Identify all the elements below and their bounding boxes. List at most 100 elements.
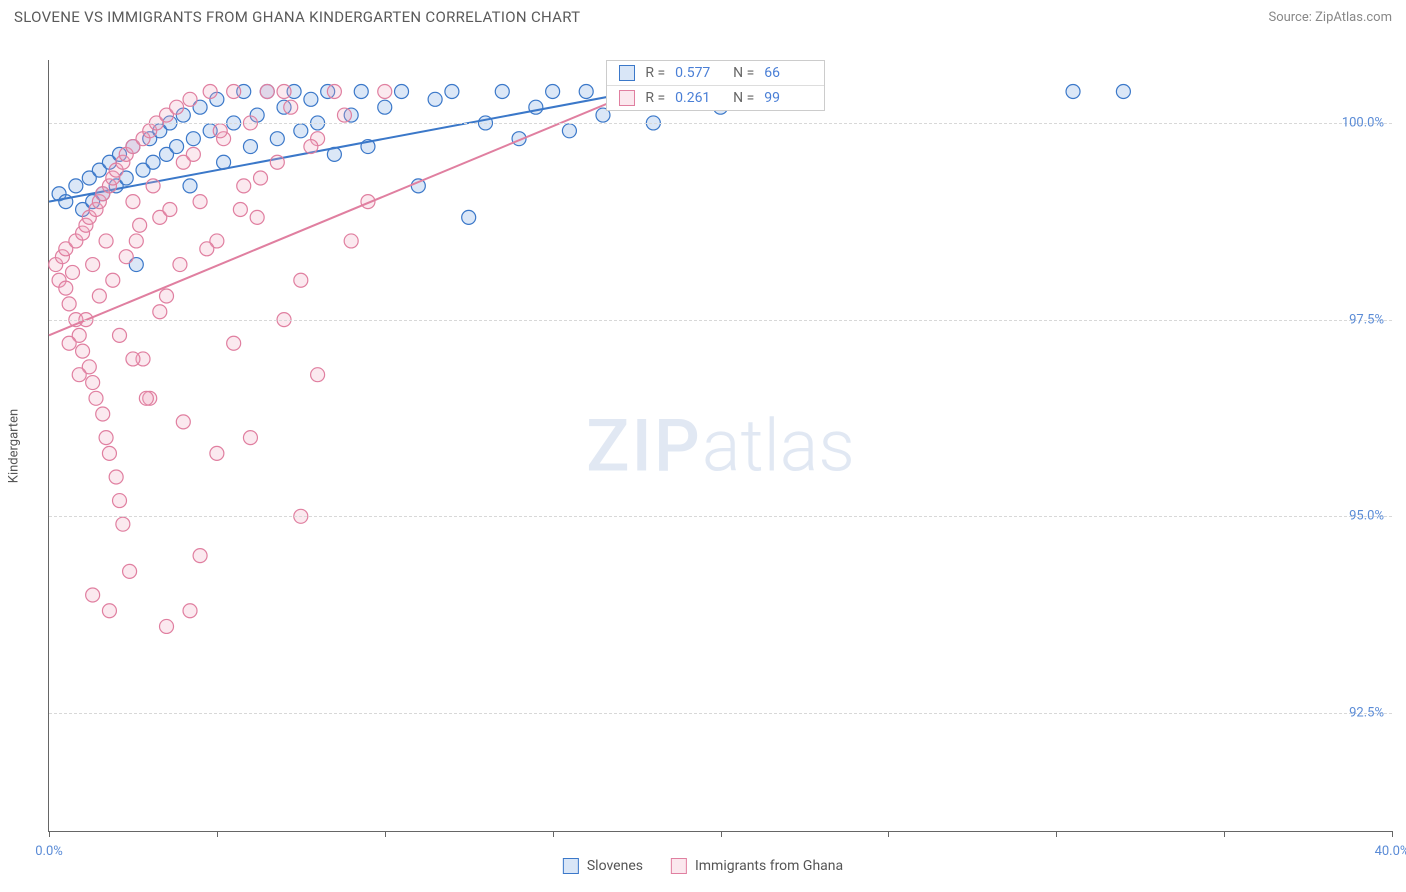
scatter-point — [126, 195, 140, 209]
chart-plot-area: ZIPatlas R =0.577N =66R =0.261N =99 92.5… — [48, 60, 1392, 832]
scatter-point — [193, 549, 207, 563]
scatter-point — [62, 297, 76, 311]
scatter-point — [99, 431, 113, 445]
scatter-point — [200, 242, 214, 256]
scatter-point — [186, 147, 200, 161]
scatter-point — [1066, 84, 1080, 98]
scatter-point — [72, 368, 86, 382]
scatter-point — [129, 234, 143, 248]
scatter-point — [123, 564, 137, 578]
scatter-point — [378, 100, 392, 114]
scatter-point — [378, 84, 392, 98]
scatter-point — [254, 171, 268, 185]
scatter-point — [203, 84, 217, 98]
series-swatch — [619, 65, 635, 81]
scatter-point — [99, 234, 113, 248]
scatter-point — [139, 391, 153, 405]
n-value: 66 — [764, 65, 812, 81]
chart-title: SLOVENE VS IMMIGRANTS FROM GHANA KINDERG… — [14, 8, 580, 26]
y-tick-label: 92.5% — [1349, 705, 1384, 720]
scatter-point — [294, 273, 308, 287]
scatter-point — [116, 517, 130, 531]
r-value: 0.261 — [675, 90, 723, 106]
scatter-point — [250, 210, 264, 224]
scatter-point — [146, 179, 160, 193]
scatter-svg — [49, 60, 1392, 831]
y-tick-label: 100.0% — [1342, 115, 1384, 130]
scatter-point — [428, 92, 442, 106]
scatter-point — [86, 588, 100, 602]
scatter-point — [270, 132, 284, 146]
scatter-point — [327, 84, 341, 98]
scatter-point — [59, 281, 73, 295]
y-axis-label: Kindergarten — [7, 409, 22, 483]
trend-line — [49, 91, 637, 335]
info-row: R =0.577N =66 — [607, 61, 824, 86]
scatter-point — [294, 124, 308, 138]
n-label: N = — [733, 65, 754, 81]
scatter-point — [106, 273, 120, 287]
scatter-point — [163, 202, 177, 216]
scatter-point — [102, 604, 116, 618]
scatter-point — [579, 84, 593, 98]
scatter-point — [160, 619, 174, 633]
x-tick — [721, 831, 722, 837]
scatter-point — [337, 108, 351, 122]
scatter-point — [270, 155, 284, 169]
scatter-point — [62, 336, 76, 350]
scatter-point — [66, 265, 80, 279]
scatter-point — [193, 195, 207, 209]
x-tick — [1224, 831, 1225, 837]
scatter-point — [546, 84, 560, 98]
r-label: R = — [645, 65, 665, 81]
scatter-point — [304, 140, 318, 154]
scatter-point — [277, 84, 291, 98]
scatter-point — [146, 155, 160, 169]
gridline-h — [49, 123, 1392, 124]
gridline-h — [49, 516, 1392, 517]
scatter-point — [86, 376, 100, 390]
x-tick — [217, 831, 218, 837]
scatter-point — [86, 258, 100, 272]
scatter-point — [210, 446, 224, 460]
scatter-point — [133, 218, 147, 232]
scatter-point — [183, 604, 197, 618]
legend-label: Immigrants from Ghana — [695, 858, 843, 874]
x-tick — [1056, 831, 1057, 837]
y-tick-label: 97.5% — [1349, 312, 1384, 327]
series-swatch — [619, 90, 635, 106]
scatter-point — [173, 258, 187, 272]
scatter-point — [160, 289, 174, 303]
x-tick — [553, 831, 554, 837]
legend-label: Slovenes — [587, 858, 643, 874]
scatter-point — [495, 84, 509, 98]
legend-swatch — [671, 858, 687, 874]
x-tick — [1392, 831, 1393, 837]
scatter-point — [119, 250, 133, 264]
n-label: N = — [733, 90, 754, 106]
scatter-point — [354, 84, 368, 98]
scatter-point — [304, 92, 318, 106]
scatter-point — [233, 202, 247, 216]
scatter-point — [227, 84, 241, 98]
scatter-point — [113, 494, 127, 508]
scatter-point — [183, 179, 197, 193]
scatter-point — [69, 179, 83, 193]
scatter-point — [126, 352, 140, 366]
x-tick — [888, 831, 889, 837]
scatter-point — [260, 84, 274, 98]
scatter-point — [186, 132, 200, 146]
scatter-point — [170, 100, 184, 114]
scatter-point — [462, 210, 476, 224]
scatter-point — [176, 415, 190, 429]
correlation-info-box: R =0.577N =66R =0.261N =99 — [606, 60, 825, 111]
scatter-point — [284, 100, 298, 114]
scatter-point — [170, 140, 184, 154]
scatter-point — [109, 470, 123, 484]
scatter-point — [395, 84, 409, 98]
gridline-h — [49, 713, 1392, 714]
scatter-point — [113, 328, 127, 342]
scatter-point — [1116, 84, 1130, 98]
legend-item: Immigrants from Ghana — [671, 858, 843, 874]
scatter-point — [562, 124, 576, 138]
